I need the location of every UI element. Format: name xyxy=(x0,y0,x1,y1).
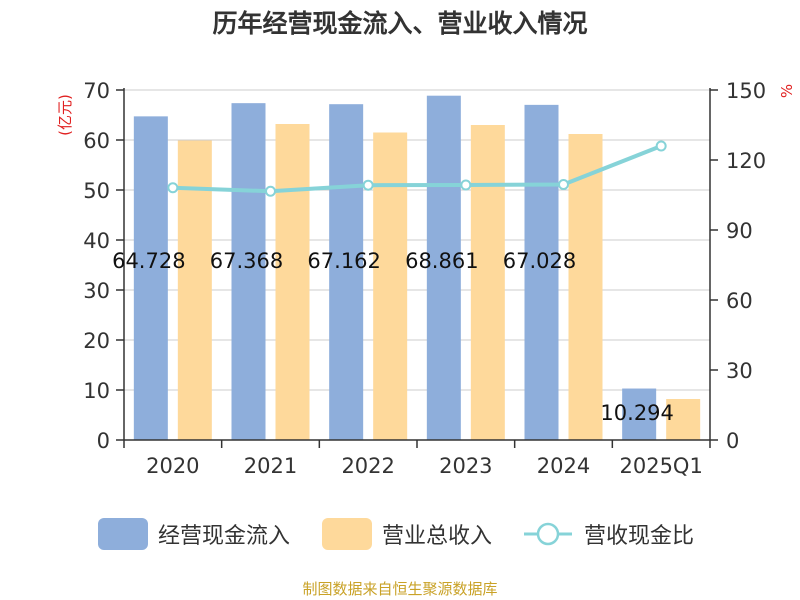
bar-revenue xyxy=(568,134,603,440)
x-tick-label: 2022 xyxy=(341,454,394,478)
legend-label-revenue: 营业总收入 xyxy=(382,524,493,549)
data-label-cash-inflow: 68.861 xyxy=(405,249,478,273)
legend-line-marker-icon xyxy=(524,522,572,546)
bar-cash-inflow xyxy=(622,388,657,440)
y-axis-left-label: (亿元) xyxy=(56,94,74,136)
y-left-tick-label: 10 xyxy=(83,379,110,403)
bar-revenue xyxy=(470,125,505,440)
y-left-tick-label: 0 xyxy=(97,429,110,453)
x-tick-label: 2025Q1 xyxy=(619,454,702,478)
y-right-tick-label: 150 xyxy=(726,79,766,103)
y-right-tick-label: 30 xyxy=(726,359,753,383)
y-right-tick-label: 120 xyxy=(726,149,766,173)
source-note: 制图数据来自恒生聚源数据库 xyxy=(302,580,498,598)
legend-item-ratio[interactable]: 营收现金比 xyxy=(522,516,694,552)
bar-cash-inflow xyxy=(231,103,266,440)
legend-label-cash-inflow: 经营现金流入 xyxy=(158,524,291,549)
bar-revenue xyxy=(373,132,408,440)
legend-swatch-cash-inflow xyxy=(98,518,148,550)
point-ratio xyxy=(655,140,667,152)
bar-cash-inflow xyxy=(524,104,559,441)
bar-cash-inflow xyxy=(133,116,168,441)
point-ratio xyxy=(362,179,374,191)
y-left-tick-label: 40 xyxy=(83,229,110,253)
point-ratio xyxy=(167,182,179,194)
data-label-cash-inflow: 64.728 xyxy=(112,249,185,273)
bar-revenue xyxy=(666,399,701,440)
bar-revenue xyxy=(177,140,212,440)
chart-title: 历年经营现金流入、营业收入情况 xyxy=(212,9,588,38)
x-tick-label: 2020 xyxy=(146,454,199,478)
data-label-cash-inflow: 10.294 xyxy=(600,401,673,425)
bar-cash-inflow xyxy=(329,104,364,440)
y-axis-right-label: % xyxy=(778,84,796,98)
point-ratio xyxy=(265,185,276,197)
point-ratio xyxy=(558,179,569,190)
legend-swatch-revenue xyxy=(322,518,372,550)
line-ratio xyxy=(172,144,662,194)
y-left-tick-label: 20 xyxy=(83,329,110,353)
bar-revenue xyxy=(275,124,310,440)
legend-label-ratio: 营收现金比 xyxy=(584,524,695,549)
data-label-cash-inflow: 67.028 xyxy=(503,249,576,273)
legend-item-revenue[interactable]: 营业总收入 xyxy=(322,516,492,552)
data-label-cash-inflow: 67.162 xyxy=(307,249,380,273)
x-tick-label: 2021 xyxy=(244,454,297,478)
y-right-tick-label: 60 xyxy=(726,289,753,313)
y-left-tick-label: 30 xyxy=(83,279,110,303)
data-label-cash-inflow: 67.368 xyxy=(210,249,283,273)
y-right-tick-label: 90 xyxy=(726,219,753,243)
y-left-tick-label: 70 xyxy=(83,79,110,103)
y-left-tick-label: 50 xyxy=(83,179,110,203)
x-tick-label: 2023 xyxy=(439,454,492,478)
bar-cash-inflow xyxy=(426,95,461,440)
legend-item-cash-inflow[interactable]: 经营现金流入 xyxy=(98,516,290,552)
x-tick-label: 2024 xyxy=(537,454,590,478)
point-ratio xyxy=(460,179,472,191)
y-left-tick-label: 60 xyxy=(83,129,110,153)
y-right-tick-label: 0 xyxy=(726,429,739,453)
